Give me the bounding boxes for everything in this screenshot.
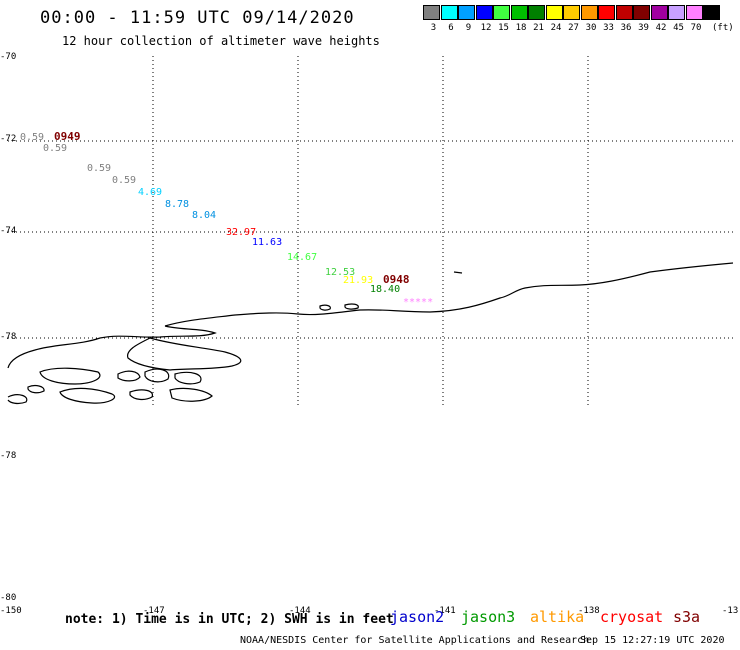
wave-height-label: 0.59	[87, 163, 111, 174]
lon-label: -147	[143, 606, 165, 616]
credit-line: NOAA/NESDIS Center for Satellite Applica…	[240, 635, 590, 646]
coastline-island	[7, 394, 28, 405]
legend-swatch	[440, 5, 458, 20]
legend-swatch	[510, 5, 528, 20]
legend-label: 12	[480, 23, 492, 33]
legend-label: 24	[550, 23, 562, 33]
wave-height-label: 4.69	[138, 187, 162, 198]
coastline-island	[129, 389, 153, 401]
legend-swatch	[475, 5, 493, 20]
legend-swatch	[685, 5, 703, 20]
legend-label: 45	[673, 23, 684, 33]
wave-height-label: 8.04	[192, 210, 216, 221]
lat-label: -78	[0, 332, 17, 342]
wave-height-label: 12.53	[325, 267, 355, 278]
satellite-cryosat: cryosat	[600, 608, 664, 626]
coastline-island	[117, 370, 141, 382]
wave-height-label: 14.67	[287, 252, 317, 263]
legend-swatch	[493, 5, 510, 20]
legend-swatch	[633, 5, 650, 20]
satellite-jason3: jason3	[461, 608, 516, 626]
footer-note: note: 1) Time is in UTC; 2) SWH is in fe…	[65, 612, 394, 627]
legend-swatch	[668, 5, 685, 20]
wave-height-observations: 0.590.590.590.594.698.788.0432.9711.6314…	[20, 132, 433, 308]
legend-label: 3	[430, 23, 437, 33]
wave-height-label: 0.59	[112, 175, 136, 186]
legend-swatch	[580, 5, 598, 20]
lon-label: -13	[722, 606, 739, 616]
pass-time-label: 0949	[54, 130, 81, 143]
coastline	[7, 262, 734, 405]
lat-label: -70	[0, 52, 17, 62]
coastline-bay	[7, 325, 217, 369]
lat-label: -78	[0, 451, 17, 461]
coastline-peninsula	[126, 337, 242, 371]
legend-label: 15	[498, 23, 509, 33]
legend-label: 42	[655, 23, 667, 33]
coastline-island	[453, 271, 463, 274]
wave-height-label: 11.63	[252, 237, 282, 248]
legend-unit: (ft)	[712, 23, 734, 33]
map-title: 00:00 - 11:59 UTC 09/14/2020	[40, 8, 355, 28]
wave-height-label: 21.93	[343, 275, 373, 286]
legend-label: 21	[533, 23, 544, 33]
legend-label: 39	[638, 23, 649, 33]
coastline-island	[59, 387, 116, 404]
legend-swatch	[458, 5, 475, 20]
satellite-altika: altika	[530, 608, 585, 626]
legend-label: 9	[465, 23, 472, 33]
lon-label: -150	[0, 606, 22, 616]
satellite-jason2: jason2	[390, 608, 445, 626]
coastline-island	[169, 387, 213, 402]
legend-swatch	[423, 5, 440, 20]
satellite-s3a: s3a	[673, 608, 701, 626]
wave-height-label: *****	[403, 297, 433, 308]
legend-label: 30	[585, 23, 597, 33]
lon-label: -144	[289, 606, 311, 616]
legend-swatch	[615, 5, 633, 20]
coastline-island	[319, 304, 331, 311]
pass-time-label: 0948	[383, 273, 410, 286]
generated-timestamp: Sep 15 12:27:19 UTC 2020	[580, 635, 725, 646]
wave-height-label: 0.59	[20, 132, 44, 143]
coastline-island	[39, 367, 101, 385]
wave-height-label: 8.78	[165, 199, 189, 210]
legend-label: 18	[515, 23, 527, 33]
legend-label: 33	[603, 23, 614, 33]
coastline-island	[344, 303, 359, 310]
wave-height-label: 0.59	[43, 143, 67, 154]
pass-time-labels: 0949 0948	[54, 130, 410, 286]
legend-swatch	[703, 5, 720, 20]
lat-label: -80	[0, 593, 17, 603]
lon-label: -141	[434, 606, 456, 616]
coastline-island	[27, 385, 45, 394]
legend-swatch	[650, 5, 668, 20]
legend-label: 36	[620, 23, 632, 33]
legend-swatch	[563, 5, 580, 20]
wave-height-label: 32.97	[226, 227, 256, 238]
map-subtitle: 12 hour collection of altimeter wave hei…	[62, 34, 380, 48]
coastline-island	[144, 368, 170, 383]
lon-label: -138	[578, 606, 600, 616]
legend-swatch	[545, 5, 563, 20]
coastline-island	[174, 371, 202, 385]
legend-label: 27	[568, 23, 579, 33]
wave-height-label: 18.40	[370, 284, 400, 295]
coastline-main	[164, 262, 734, 327]
legend-swatch	[598, 5, 615, 20]
lat-label: -74	[0, 226, 17, 236]
graticule	[8, 56, 733, 405]
lat-label: -72	[0, 134, 17, 144]
legend-label: 6	[448, 23, 454, 33]
legend-label: 70	[690, 23, 702, 33]
legend-swatch	[528, 5, 545, 20]
